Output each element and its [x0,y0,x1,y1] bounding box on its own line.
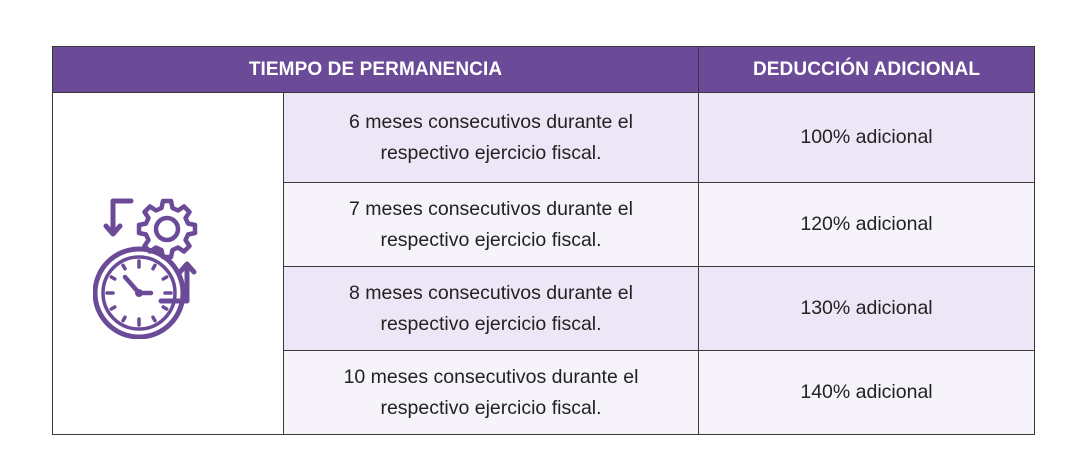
table-row: 10 meses consecutivos durante el respect… [53,350,1035,435]
table-row: 8 meses consecutivos durante el respecti… [53,266,1035,351]
row-4-descripcion: 10 meses consecutivos durante el respect… [283,350,699,435]
row-2-descripcion-text: 7 meses consecutivos durante el respecti… [349,197,633,251]
row-3-deduccion: 130% adicional [698,266,1035,351]
row-4-descripcion-text: 10 meses consecutivos durante el respect… [343,365,639,419]
row-3-descripcion: 8 meses consecutivos durante el respecti… [283,266,699,351]
header-deduccion-adicional: DEDUCCIÓN ADICIONAL [698,46,1035,93]
table-header-row: TIEMPO DE PERMANENCIA DEDUCCIÓN ADICIONA… [52,46,1035,93]
row-3-descripcion-text: 8 meses consecutivos durante el respecti… [349,281,633,335]
clock-gear-cycle-icon [93,198,198,339]
row-1-deduccion: 100% adicional [698,92,1035,183]
row-1-descripcion-text: 6 meses consecutivos durante el respecti… [349,110,633,164]
row-2-deduccion: 120% adicional [698,182,1035,267]
deduction-table-container: TIEMPO DE PERMANENCIA DEDUCCIÓN ADICIONA… [52,46,1035,435]
row-2-descripcion: 7 meses consecutivos durante el respecti… [283,182,699,267]
row-4-deduccion: 140% adicional [698,350,1035,435]
table-row: 6 meses consecutivos durante el respecti… [52,92,1035,435]
icon-cell [52,92,284,435]
row-1-descripcion: 6 meses consecutivos durante el respecti… [283,92,699,183]
table-row: 7 meses consecutivos durante el respecti… [53,182,1035,267]
deduction-table: TIEMPO DE PERMANENCIA DEDUCCIÓN ADICIONA… [52,46,1035,435]
header-tiempo-de-permanencia: TIEMPO DE PERMANENCIA [52,46,699,93]
